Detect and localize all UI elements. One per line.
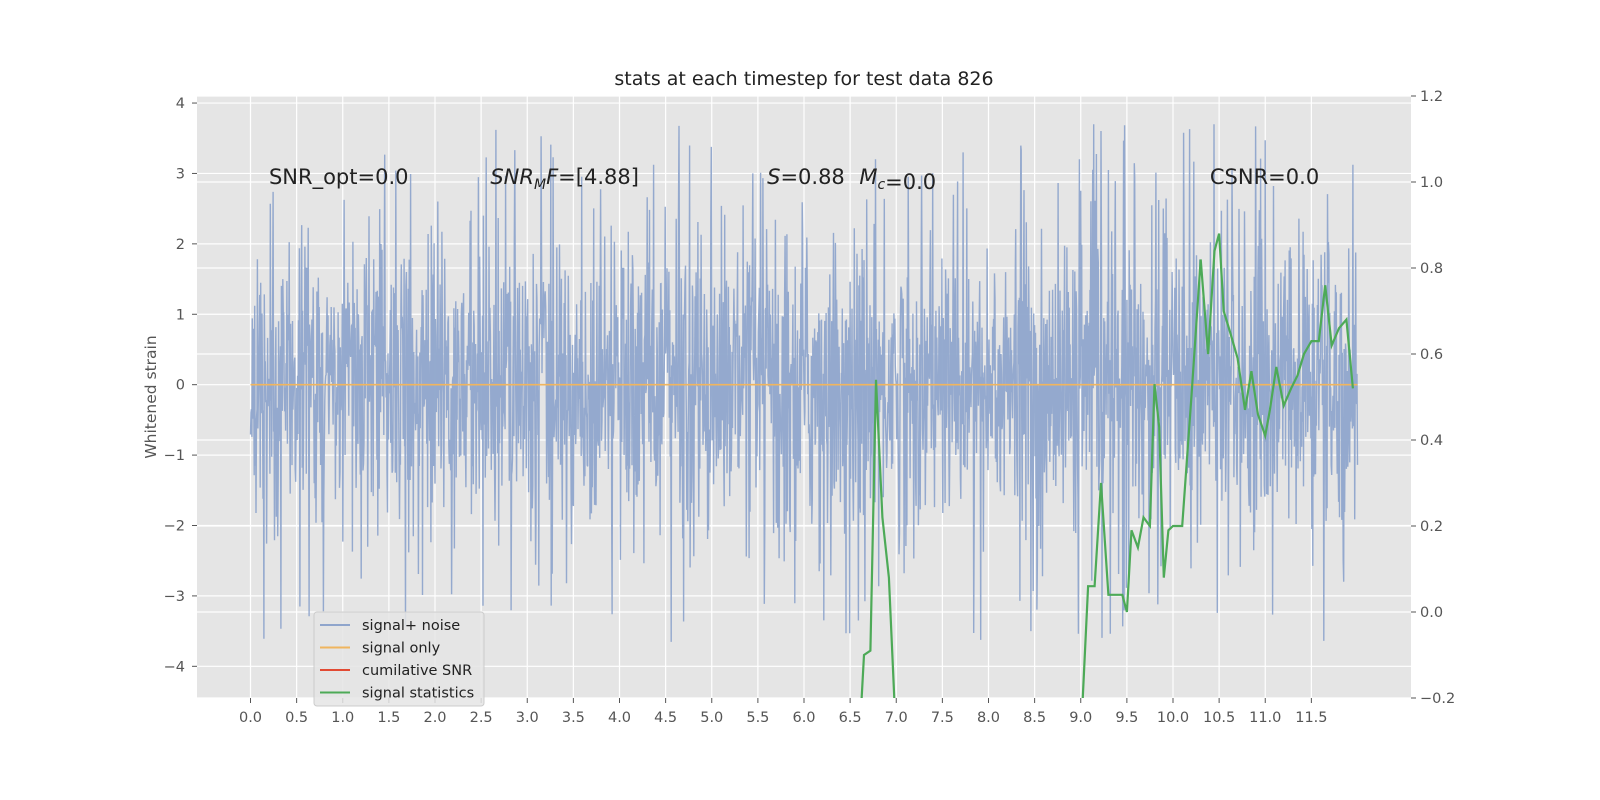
x-tick-label: 3.0 — [516, 710, 539, 726]
x-tick-label: 10.0 — [1157, 710, 1189, 726]
annotation: SNR_opt=0.0 — [269, 165, 409, 190]
x-tick-label: 7.0 — [885, 710, 908, 726]
x-tick-label: 9.0 — [1069, 710, 1092, 726]
x-tick-label: 6.5 — [839, 710, 862, 726]
legend-label: signal+ noise — [362, 618, 460, 634]
chart-title: stats at each timestep for test data 826 — [614, 68, 993, 90]
legend: signal+ noise signal only cumilative SNR si… — [313, 611, 485, 707]
y2-tick-label: 1.0 — [1420, 175, 1443, 191]
x-tick-label: 11.0 — [1249, 710, 1281, 726]
x-tick-label: 11.5 — [1295, 710, 1327, 726]
y-tick-label: 4 — [176, 96, 185, 112]
x-tick-label: 7.5 — [931, 710, 954, 726]
annotations: SNR_opt=0.0 SNRMF=[4.88] S=0.88 Mc=0.0 CSNR=… — [269, 165, 1319, 194]
y-tick-label: 1 — [176, 307, 185, 323]
y2-tick-label: 0.8 — [1420, 261, 1443, 277]
x-tick-label: 5.0 — [700, 710, 723, 726]
x-tick-label: 9.5 — [1115, 710, 1138, 726]
y2-tick-label: −0.2 — [1420, 691, 1455, 707]
x-tick-label: 2.5 — [470, 710, 493, 726]
x-tick-label: 8.0 — [977, 710, 1000, 726]
x-tick-label: 5.5 — [746, 710, 769, 726]
x-tick-label: 2.0 — [423, 710, 446, 726]
annotation: S=0.88 — [767, 165, 845, 189]
series-signal-noise — [249, 124, 1359, 642]
legend-label: signal statistics — [362, 686, 474, 702]
x-tick-label: 8.5 — [1023, 710, 1046, 726]
x-tick-label: 4.0 — [608, 710, 631, 726]
series-signal-statistics-2 — [1081, 233, 1354, 698]
y2-tick-label: 0.6 — [1420, 347, 1443, 363]
y-tick-label: 0 — [176, 378, 185, 394]
legend-label: cumilative SNR — [362, 663, 472, 679]
annotation: SNRMF=[4.88] — [490, 165, 639, 193]
x-tick-label: 0.5 — [285, 710, 308, 726]
y2-tick-label: 0.2 — [1420, 519, 1443, 535]
legend-box — [313, 611, 485, 707]
y-tick-label: −3 — [164, 589, 185, 605]
x-tick-label: 4.5 — [654, 710, 677, 726]
x-tick-label: 1.5 — [377, 710, 400, 726]
y-axis-label: Whitened strain — [142, 335, 160, 458]
series-signal-statistics-1 — [860, 379, 896, 698]
y-tick-label: −4 — [164, 659, 185, 675]
x-tick-label: 6.0 — [792, 710, 815, 726]
y-tick-label: 3 — [176, 166, 185, 182]
y-tick-label: −2 — [164, 518, 185, 534]
x-tick-label: 1.0 — [331, 710, 354, 726]
y-tick-label: 2 — [176, 237, 185, 253]
y2-tick-label: 0.4 — [1420, 433, 1443, 449]
y-tick-label: −1 — [164, 448, 185, 464]
x-tick-label: 10.5 — [1203, 710, 1235, 726]
annotation: Mc=0.0 — [859, 165, 936, 194]
legend-label: signal only — [362, 641, 441, 657]
annotation: CSNR=0.0 — [1210, 165, 1319, 189]
x-tick-label: 0.0 — [239, 710, 262, 726]
axes: 0.0 0.5 1.0 1.5 2.0 2.5 3.0 3.5 4.0 4.5 5.0 5.5 6.0 6… — [164, 89, 1456, 726]
y2-tick-label: 1.2 — [1420, 89, 1443, 105]
y2-tick-label: 0.0 — [1420, 605, 1443, 621]
x-tick-label: 3.5 — [562, 710, 585, 726]
